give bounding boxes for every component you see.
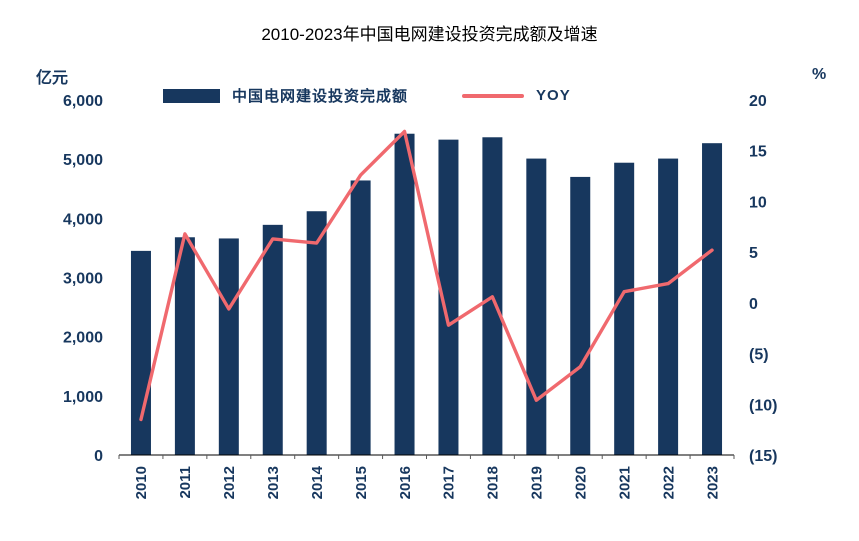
x-axis-category-label: 2021 — [616, 466, 633, 499]
bar-2022 — [658, 158, 679, 455]
x-axis-category-label: 2023 — [704, 466, 721, 499]
legend-line-label: YOY — [536, 87, 571, 104]
bar-2011 — [174, 237, 195, 455]
bar-2014 — [306, 211, 327, 455]
x-axis-category-label: 2018 — [485, 466, 502, 499]
right-axis-tick-label: 5 — [749, 245, 758, 262]
bar-2016 — [394, 133, 415, 455]
x-axis-category-label: 2019 — [529, 466, 546, 499]
legend-line-swatch-icon — [462, 93, 525, 98]
legend-bar-swatch-icon — [163, 88, 220, 103]
right-axis-tick-label: (15) — [749, 448, 777, 465]
x-axis-category-label: 2011 — [177, 466, 194, 499]
left-axis-unit-label: 亿元 — [36, 70, 69, 87]
legend-bar-label: 中国电网建设投资完成额 — [232, 88, 409, 105]
right-axis-tick-label: (10) — [749, 397, 777, 414]
x-axis-category-label: 2010 — [133, 466, 150, 499]
bar-2021 — [614, 162, 635, 455]
left-axis-tick-label: 0 — [94, 448, 103, 465]
right-axis-tick-label: 20 — [749, 93, 767, 110]
bar-2015 — [350, 180, 371, 455]
right-axis-tick-label: (5) — [749, 347, 769, 364]
left-axis-tick-label: 2,000 — [63, 330, 103, 347]
left-axis-tick-label: 6,000 — [63, 93, 103, 110]
chart-title: 2010-2023年中国电网建设投资完成额及增速 — [261, 25, 598, 44]
yoy-line — [139, 129, 714, 422]
bar-2013 — [262, 224, 283, 455]
x-axis-category-label: 2015 — [353, 466, 370, 499]
left-axis-tick-label: 1,000 — [63, 389, 103, 406]
right-axis-tick-label: 0 — [749, 296, 758, 313]
right-axis-tick-label: 10 — [749, 194, 767, 211]
bar-2020 — [570, 176, 591, 455]
right-axis-tick-label: 15 — [749, 144, 767, 161]
x-axis-category-label: 2014 — [309, 465, 326, 499]
left-axis-tick-label: 4,000 — [63, 211, 103, 228]
bar-2012 — [218, 238, 239, 455]
x-axis-category-label: 2017 — [441, 466, 458, 499]
bar-2010 — [130, 250, 151, 455]
bar-2023 — [702, 143, 723, 456]
left-axis-tick-label: 3,000 — [63, 271, 103, 288]
x-axis-category-label: 2016 — [397, 466, 414, 499]
left-axis-tick-label: 5,000 — [63, 152, 103, 169]
x-axis-category-label: 2012 — [221, 466, 238, 499]
x-axis-category-label: 2020 — [573, 466, 590, 499]
bar-2019 — [526, 158, 547, 455]
bar-2017 — [438, 139, 459, 455]
x-axis-category-label: 2013 — [265, 466, 282, 499]
legend: 中国电网建设投资完成额 YOY — [163, 85, 571, 106]
x-axis-category-label: 2022 — [660, 466, 677, 499]
right-axis-unit-label: % — [812, 66, 827, 83]
